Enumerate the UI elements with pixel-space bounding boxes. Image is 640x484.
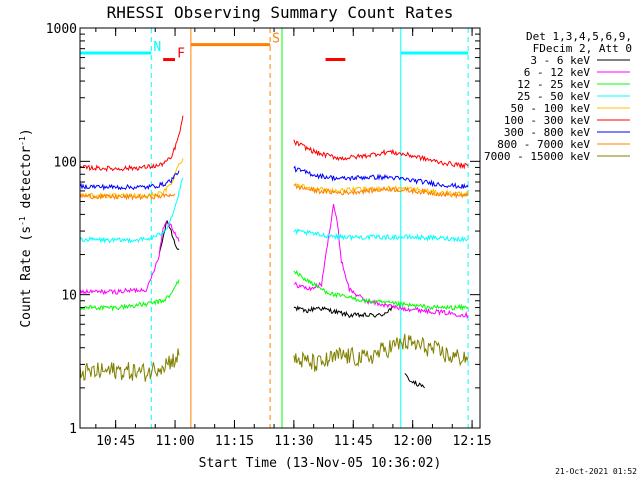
legend-label-100-300-kev: 100 - 300 keV xyxy=(504,114,590,127)
x-tick-label-0: 10:45 xyxy=(96,434,135,449)
series-300-800-kev-segment-1 xyxy=(293,165,469,190)
axes-layer: 10:45 11:00 11:15 11:30 11:45 12:00 12:15 1 10 10… xyxy=(46,22,492,449)
series-800-7000-kev-segment-1 xyxy=(293,183,469,200)
y-axis-label-sup2: -1 xyxy=(18,136,27,146)
flag-f-label: F xyxy=(177,47,185,62)
legend-header-line1: Det 1,3,4,5,6,9, xyxy=(526,30,632,43)
flag-n-label: N xyxy=(153,40,161,55)
x-axis-label: Start Time (13-Nov-05 10:36:02) xyxy=(199,456,442,471)
legend-header-line2: FDecim 2, Att 0 xyxy=(533,42,632,55)
series-layer xyxy=(79,115,469,389)
legend-label-800-7000-kev: 800 - 7000 keV xyxy=(497,138,590,151)
y-axis-label-sup1: -1 xyxy=(18,216,27,226)
series-300-800-kev-segment-0 xyxy=(79,170,180,191)
x-tick-label-3: 11:30 xyxy=(274,434,313,449)
series-7000-15000-kev-segment-0 xyxy=(79,348,180,382)
y-axis-label-end: ) xyxy=(19,128,34,136)
y-axis-label-main: Count Rate (s xyxy=(19,226,34,328)
y-tick-label-3: 1000 xyxy=(46,22,77,37)
series-800-7000-kev-segment-0 xyxy=(79,192,176,201)
legend: Det 1,3,4,5,6,9, FDecim 2, Att 0 3 - 6 k… xyxy=(484,30,632,163)
x-tick-label-6: 12:15 xyxy=(453,434,492,449)
y-axis-label-mid: detector xyxy=(19,146,34,217)
legend-label-300-800-kev: 300 - 800 keV xyxy=(504,126,590,139)
x-tick-label-1: 11:00 xyxy=(155,434,194,449)
y-tick-label-1: 10 xyxy=(61,289,77,304)
flag-s-label: S xyxy=(272,32,280,47)
series-3-6-kev-segment-2 xyxy=(404,373,425,389)
legend-label-25-50-kev: 25 - 50 keV xyxy=(517,90,590,103)
y-axis-label: Count Rate (s-1 detector-1) xyxy=(18,128,34,327)
series-6-12-kev-segment-1 xyxy=(293,204,469,319)
x-tick-label-4: 11:45 xyxy=(334,434,373,449)
series-100-300-kev-segment-1 xyxy=(293,139,469,170)
series-12-25-kev-segment-1 xyxy=(293,269,469,312)
series-12-25-kev-segment-0 xyxy=(79,279,180,312)
series-7000-15000-kev-segment-1 xyxy=(293,333,469,372)
y-tick-label-2: 100 xyxy=(54,155,77,170)
legend-label-3-6-kev: 3 - 6 keV xyxy=(530,54,590,67)
x-tick-label-2: 11:15 xyxy=(215,434,254,449)
legend-label-12-25-kev: 12 - 25 keV xyxy=(517,78,590,91)
flags-layer: N S F xyxy=(80,32,469,62)
x-tick-label-5: 12:00 xyxy=(393,434,432,449)
legend-label-50-100-kev: 50 - 100 keV xyxy=(511,102,591,115)
chart-title: RHESSI Observing Summary Count Rates xyxy=(107,3,454,22)
y-tick-label-0: 1 xyxy=(69,422,77,437)
series-3-6-kev-segment-1 xyxy=(293,305,394,319)
series-25-50-kev-segment-1 xyxy=(293,228,469,243)
series-25-50-kev-segment-0 xyxy=(79,177,184,244)
plot-frame xyxy=(79,27,481,429)
date-stamp: 21-Oct-2021 01:52 xyxy=(555,467,637,476)
legend-label-7000-15000-kev: 7000 - 15000 keV xyxy=(484,150,590,163)
legend-label-6-12-kev: 6 - 12 keV xyxy=(524,66,591,79)
series-100-300-kev-segment-0 xyxy=(79,115,184,173)
